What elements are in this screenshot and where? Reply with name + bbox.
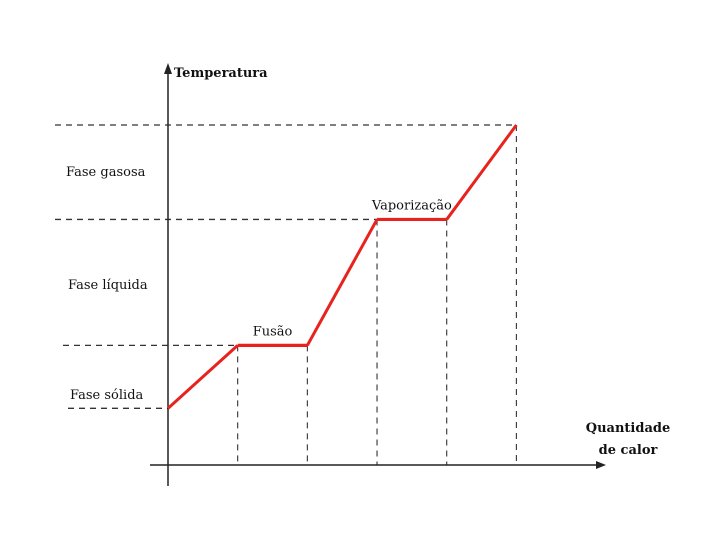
reference-lines	[55, 124, 517, 465]
curve-heating-segment	[445, 124, 518, 221]
heating-curve-series	[166, 124, 518, 410]
phase-label-gas: Fase gasosa	[66, 165, 146, 180]
phase-label-liquid: Fase líquida	[68, 278, 148, 293]
curve-heating-segment	[306, 218, 379, 347]
vaporization-label: Vaporização	[371, 198, 452, 213]
y-axis-arrow-icon	[164, 63, 172, 74]
curve-heating-segment	[166, 344, 239, 410]
x-axis-label-line-1: Quantidade	[586, 421, 670, 436]
fusion-label: Fusão	[253, 324, 293, 339]
axes	[150, 63, 606, 486]
x-axis-arrow-icon	[596, 461, 606, 469]
x-axis-label-line-2: de calor	[599, 443, 658, 458]
y-axis-label: Temperatura	[174, 66, 268, 81]
phase-label-solid: Fase sólida	[70, 388, 144, 403]
